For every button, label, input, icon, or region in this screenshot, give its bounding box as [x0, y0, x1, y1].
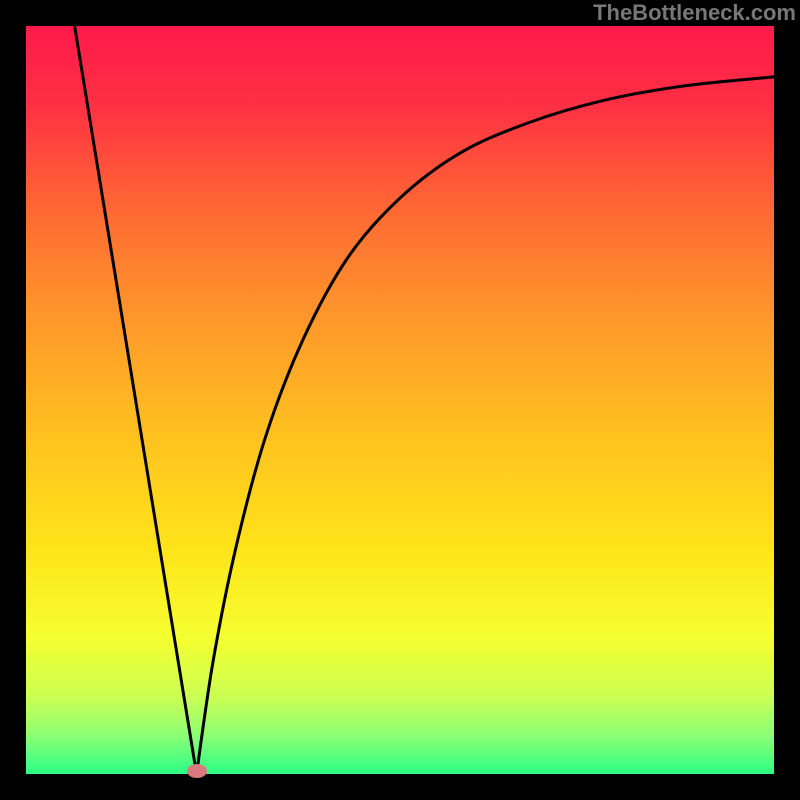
frame-left — [0, 0, 26, 800]
plot-area — [26, 26, 774, 774]
curve-path — [75, 26, 774, 774]
frame-right — [774, 0, 800, 800]
watermark-text: TheBottleneck.com — [593, 0, 796, 26]
frame-bottom — [0, 774, 800, 800]
minimum-point-marker — [187, 764, 207, 778]
bottleneck-curve — [26, 26, 774, 774]
